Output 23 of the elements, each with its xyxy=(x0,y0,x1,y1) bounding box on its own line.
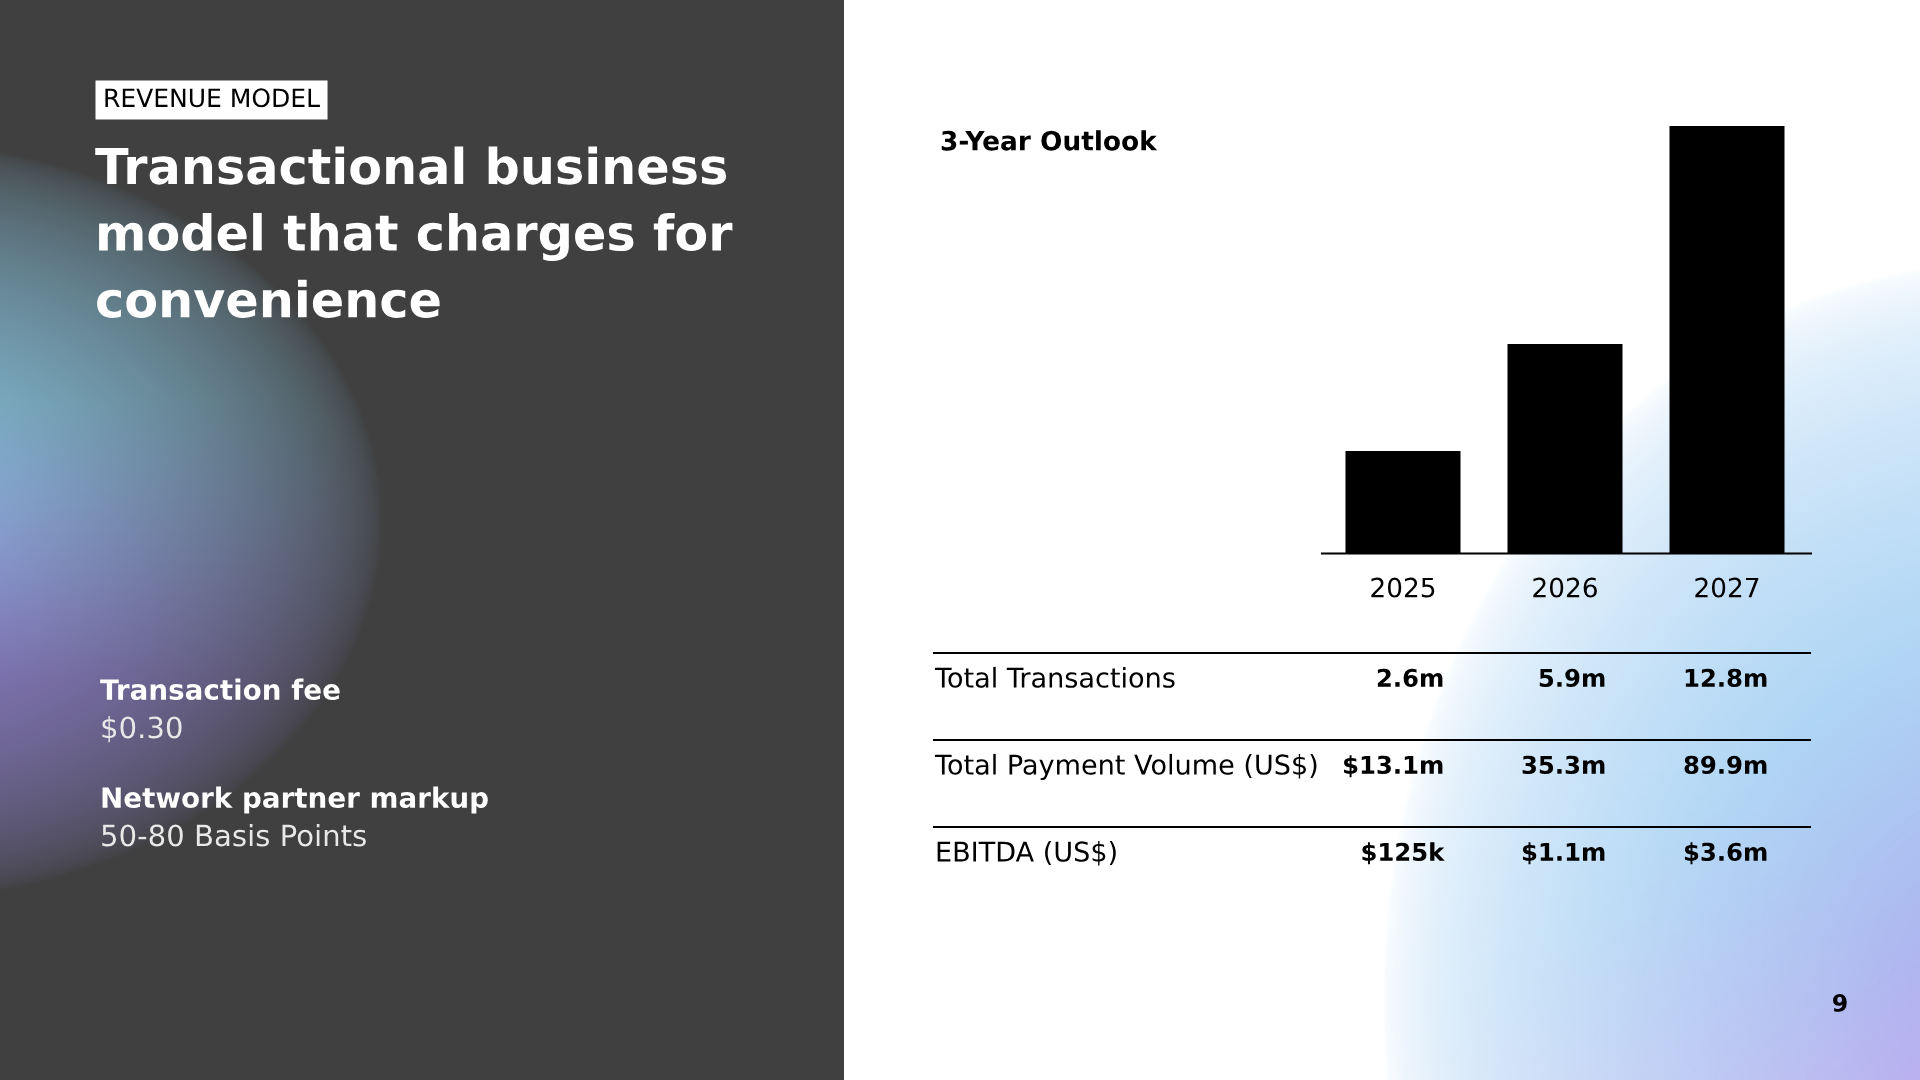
text: Total Transactions xyxy=(934,666,1175,688)
text: Transaction fee xyxy=(100,678,340,701)
text: $13.1m xyxy=(1344,755,1443,778)
text: Total Payment Volume (US$) xyxy=(934,753,1317,781)
text: Transactional business model that charges for convenience xyxy=(95,146,733,318)
text: 2.6m xyxy=(1377,668,1443,688)
text: REVENUE MODEL xyxy=(105,88,320,108)
x-tick-label: 2027 xyxy=(1695,577,1759,598)
text: $3.6m xyxy=(1684,842,1767,865)
x-tick-label: 2025 xyxy=(1371,577,1435,598)
text: 12.8m xyxy=(1685,668,1767,688)
text: EBITDA (US$) xyxy=(937,840,1116,866)
text: 35.3m xyxy=(1522,755,1605,775)
text: 89.9m xyxy=(1684,755,1767,775)
text: Network partner markup xyxy=(102,786,488,814)
x-tick-label: 2026 xyxy=(1533,577,1597,598)
text: 50-80 Basis Points xyxy=(102,823,366,847)
text: 9 xyxy=(1833,994,1847,1012)
text: $125k xyxy=(1362,842,1445,865)
text: $1.1m xyxy=(1522,842,1605,865)
text: 3-Year Outlook xyxy=(941,130,1158,151)
text: 5.9m xyxy=(1539,668,1605,688)
text: $0.30 xyxy=(102,715,182,743)
